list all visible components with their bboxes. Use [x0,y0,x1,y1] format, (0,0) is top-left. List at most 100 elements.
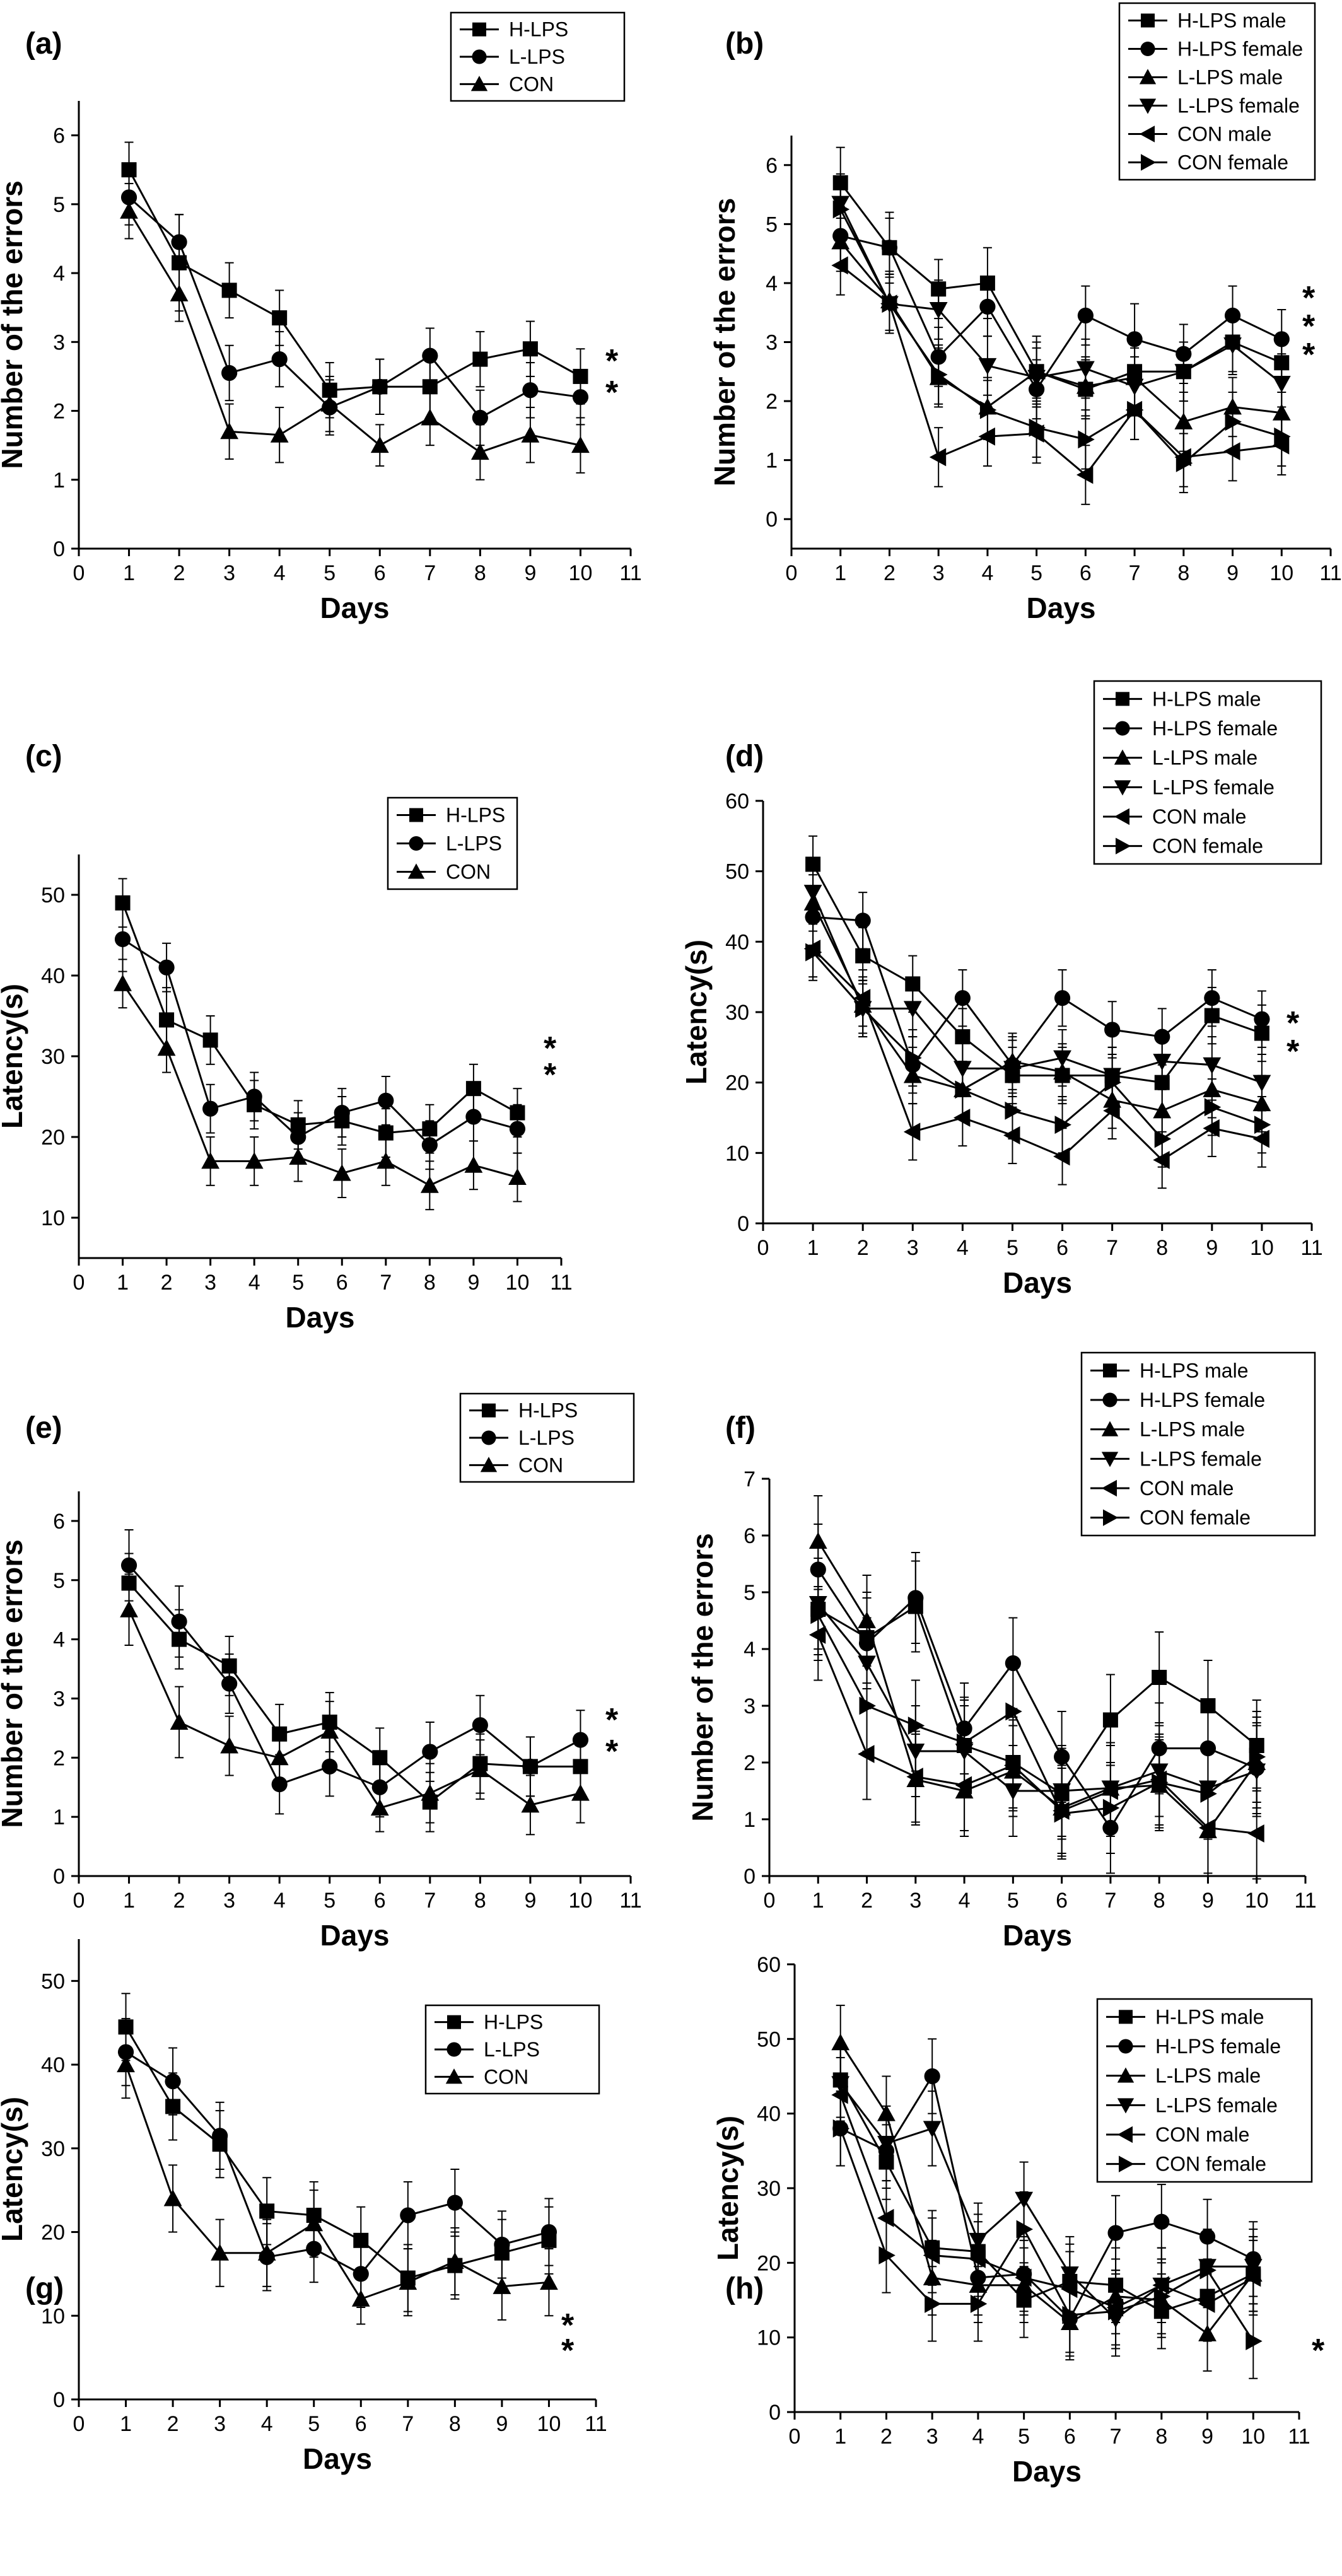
x-tick-label: 11 [1294,1889,1316,1913]
data-point [855,948,871,964]
data-point [171,234,187,250]
x-tick-label: 1 [834,2425,846,2449]
x-tick-label: 0 [73,561,85,585]
data-point [907,1590,924,1606]
data-point [257,2244,276,2261]
legend-box [1093,680,1322,865]
x-tick-label: 0 [73,2412,85,2436]
data-point [163,2189,182,2206]
series-l-lps-male [808,1495,1266,1877]
data-point [1108,2302,1125,2321]
data-point [1153,2213,1170,2230]
data-point [808,1626,826,1644]
legend-marker [1141,154,1157,171]
data-point [1154,1129,1172,1148]
data-point [881,240,898,256]
data-point [877,2136,896,2153]
x-tick-label: 10 [569,561,593,585]
series-line [839,2083,1254,2321]
series-line [128,1565,581,1788]
data-point [923,2121,942,2138]
data-point [831,256,848,275]
y-axis-title: Number of the errors [686,1533,719,1822]
series-line [128,169,581,392]
data-point [571,436,590,453]
x-tick-label: 2 [167,2412,179,2436]
y-tick-label: 3 [766,331,778,355]
x-tick-label: 3 [223,561,235,585]
y-tick-label: 20 [725,1071,749,1095]
x-tick-label: 1 [123,1889,135,1913]
data-point [572,389,589,405]
series-line [839,182,1282,390]
x-axis-title: Days [1003,1266,1072,1299]
significance-star: * [544,1030,557,1067]
data-point [120,1557,137,1573]
series-line [839,2128,1254,2342]
data-point [970,2295,988,2313]
series-line [817,1605,1257,1795]
x-tick-label: 9 [496,2412,508,2436]
legend-marker [446,2042,462,2057]
significance-star: * [561,2307,575,2344]
series-l-lps-female [803,863,1271,1112]
y-tick-label: 20 [41,2221,65,2245]
legend-label: L-LPS female [1140,1447,1262,1470]
x-tick-label: 2 [173,561,185,585]
series-line [817,1541,1257,1833]
data-point [117,2055,135,2073]
x-tick-label: 4 [959,1889,971,1913]
legend-label: CON male [1155,2123,1249,2146]
legend-marker [1101,1452,1119,1467]
legend-box [1096,1998,1313,2183]
significance-star: * [1302,308,1316,345]
y-tick-label: 10 [757,2326,781,2350]
x-tick-label: 7 [402,2412,414,2436]
data-point [220,1737,239,1754]
y-tick-label: 1 [53,1805,65,1829]
data-point [853,989,871,1008]
legend-marker [1102,1392,1117,1407]
y-axis-title: Latency(s) [0,984,28,1129]
y-axis-title: Latency(s) [680,940,713,1085]
series-line [839,241,1282,423]
x-tick-label: 5 [1018,2425,1030,2449]
data-point [955,1080,972,1099]
x-tick-label: 1 [123,561,135,585]
legend-marker [470,76,488,91]
x-tick-label: 3 [926,2425,938,2449]
data-point [1101,1781,1118,1800]
x-tick-label: 8 [474,1889,486,1913]
series-line [812,902,1263,1112]
y-tick-label: 30 [725,1001,749,1025]
data-point [903,1001,922,1018]
chart-panel-3: (c) 0 1 2 3 4 5 6 7 8 9 10 11 10 20 30 40 50 Days Latency(s… [0,740,573,1334]
y-tick-label: 5 [766,213,778,236]
data-point [1273,331,1290,347]
data-point [882,294,899,313]
y-tick-label: 0 [766,508,778,532]
y-tick-label: 60 [725,790,749,813]
x-tick-label: 4 [261,2412,273,2436]
data-point [1203,1119,1220,1138]
x-tick-label: 2 [161,1271,173,1295]
legend-marker [1119,2010,1133,2024]
data-point [540,2273,558,2290]
series-con-female [832,2090,1263,2379]
x-tick-label: 5 [1007,1889,1019,1913]
y-tick-label: 6 [744,1524,756,1548]
series-l-lps [120,1529,589,1818]
y-tick-label: 5 [53,193,65,217]
chart-panel-6: (f) 0 1 2 3 4 5 6 7 8 9 10 11 0 1 2 3 4 5 6 7 Days Number of t… [686,1351,1317,1952]
data-point [1252,1129,1269,1148]
data-point [1199,1819,1216,1837]
data-point [1076,361,1095,378]
x-tick-label: 6 [1064,2425,1076,2449]
y-tick-label: 40 [41,964,65,988]
x-tick-label: 2 [857,1236,869,1260]
data-point [378,1092,394,1109]
x-tick-label: 0 [786,561,798,585]
data-point [446,2194,463,2211]
data-point [1252,1075,1271,1092]
significance-star: * [605,343,619,380]
